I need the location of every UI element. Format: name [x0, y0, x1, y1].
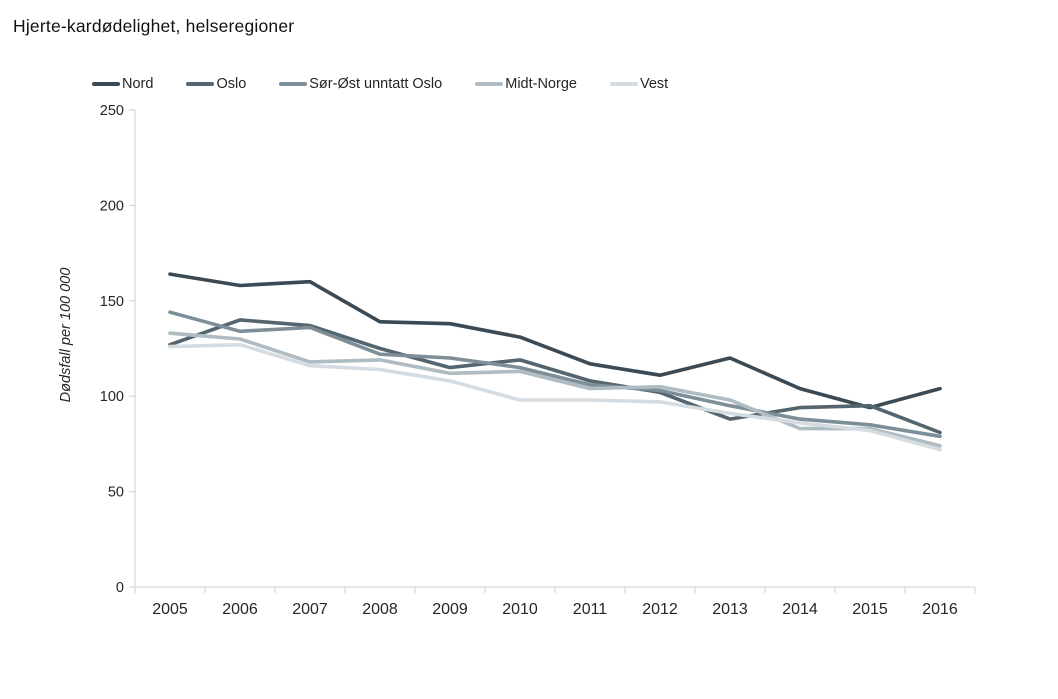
series-line-s-r-st-unntatt-oslo [168, 310, 942, 439]
legend-item-s-r-st-unntatt-oslo: Sør-Øst unntatt Oslo [279, 76, 442, 92]
legend-line-swatch [186, 82, 215, 86]
x-tick-label: 2011 [573, 601, 608, 618]
x-tick-label: 2016 [922, 601, 958, 618]
x-tick-label: 2006 [222, 601, 258, 618]
y-tick-label: 150 [100, 294, 124, 310]
legend-line-swatch [609, 82, 638, 86]
y-tick-label: 50 [108, 485, 124, 501]
x-tick-label: 2005 [152, 601, 188, 618]
legend-label: Midt-Norge [505, 76, 577, 92]
legend-label: Nord [122, 76, 154, 92]
legend-label: Sør-Øst unntatt Oslo [309, 76, 443, 92]
series-line-nord [168, 272, 942, 410]
x-tick-label: 2008 [362, 601, 398, 618]
legend-item-midt-norge: Midt-Norge [475, 76, 577, 92]
legend-line-swatch [279, 82, 308, 86]
legend-item-oslo: Oslo [186, 76, 246, 92]
x-tick-label: 2007 [292, 601, 328, 618]
y-tick-label: 100 [100, 389, 124, 405]
series-line-vest [168, 342, 942, 452]
y-tick-label: 250 [100, 103, 124, 119]
x-tick-label: 2015 [852, 601, 888, 618]
series-line-midt-norge [168, 331, 942, 448]
x-tick-label: 2009 [432, 601, 468, 618]
series-line-oslo [168, 318, 942, 435]
y-tick-label: 0 [116, 580, 124, 596]
y-tick-label: 200 [100, 198, 124, 214]
legend-line-swatch [92, 82, 120, 86]
legend-item-vest: Vest [609, 76, 669, 92]
legend: Nord Oslo Sør-Øst unntatt Oslo Midt-Norge Ve… [92, 76, 668, 92]
legend-line-swatch [475, 82, 504, 86]
chart-title: Hjerte-kardødelighet, helseregioner [13, 16, 295, 36]
x-tick-label: 2014 [782, 601, 818, 618]
legend-label: Oslo [216, 76, 247, 92]
legend-label: Vest [639, 76, 669, 92]
legend-item-nord: Nord [92, 76, 153, 92]
x-tick-label: 2010 [502, 601, 538, 618]
x-tick-label: 2012 [642, 601, 678, 618]
x-tick-label: 2013 [712, 601, 748, 618]
